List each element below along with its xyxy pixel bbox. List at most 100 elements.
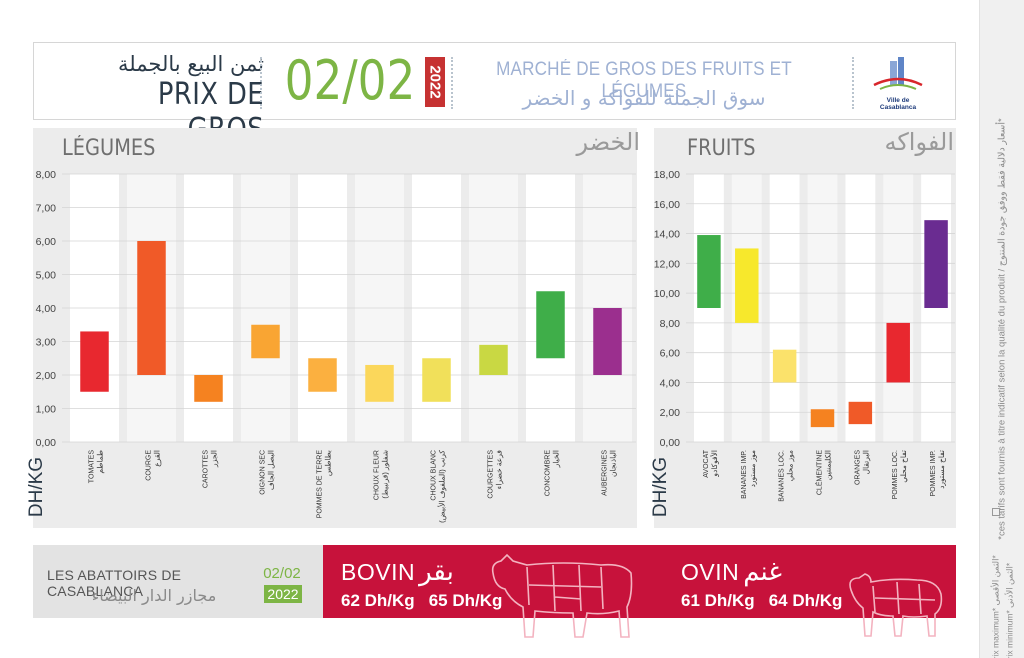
category-label-ar: شفلور (قرنبيط) (381, 449, 390, 498)
y-tick-label: 2,00 (660, 407, 681, 419)
fruits-title-fr: FRUITS (687, 136, 756, 161)
y-tick-label: 18,00 (654, 169, 680, 181)
legend-min: Prix minimum* الثمن الأدنى* (1004, 562, 1015, 658)
y-tick-label: 10,00 (654, 288, 680, 300)
category-label-ar: البصل الجاف (267, 450, 276, 490)
category-label-fr: AUBERGINES (602, 450, 609, 496)
category-label-ar: الجزر (210, 450, 219, 468)
category-label-ar: الكليمنتين (824, 450, 833, 480)
category-label-fr: POMMES DE TERRE (317, 450, 324, 519)
category-label-fr: TOMATES (89, 450, 96, 484)
category-label-fr: CLÉMENTINE (815, 450, 824, 495)
ovin-section: OVIN غنم 61 Dh/Kg 64 Dh/Kg (663, 545, 956, 637)
ovin-title-fr: OVIN (681, 559, 740, 585)
price-range-bar (886, 322, 910, 383)
y-tick-label: 1,00 (36, 404, 57, 416)
category-label-ar: الخيار (552, 450, 561, 468)
price-range-bar (479, 344, 508, 375)
column-stripe (807, 174, 838, 442)
category-label-ar: الأفوكادو (709, 450, 719, 478)
bovin-prices: 62 Dh/Kg 65 Dh/Kg (341, 591, 516, 611)
ovin-price-max: 64 Dh/Kg (768, 591, 843, 610)
ovin-price-min: 61 Dh/Kg (681, 591, 755, 610)
category-label-fr: COURGE (146, 450, 153, 481)
bovin-price-min: 62 Dh/Kg (341, 591, 415, 610)
column-stripe (883, 174, 914, 442)
bovin-title-fr: BOVIN (341, 559, 416, 585)
price-range-bar (848, 401, 873, 425)
category-label-ar: موز مستورد (748, 450, 757, 487)
market-name-fr: MARCHÉ DE GROS DES FRUITS ET LÉGUMES (496, 59, 792, 102)
y-tick-label: 7,00 (36, 203, 57, 215)
ovin-title-ar: غنم (743, 557, 782, 587)
y-tick-label: 4,00 (36, 303, 57, 315)
price-range-bar (772, 349, 797, 383)
category-label-fr: ORANGES (854, 450, 861, 485)
price-range-bar (735, 248, 759, 323)
category-label-ar: بطاطس (324, 450, 333, 476)
category-label-fr: CHOUX FLEUR (374, 450, 381, 500)
category-label-ar: كرنب (الملفوف الأبيض) (437, 450, 447, 523)
category-label-ar: طماطم (96, 450, 105, 474)
price-range-bar (308, 358, 337, 392)
y-tick-label: 0,00 (660, 437, 681, 449)
y-tick-label: 8,00 (36, 169, 57, 181)
price-range-bar (80, 331, 109, 392)
abattoirs-year: 2022 (264, 585, 302, 603)
header-arabic-title: ثمن البيع بالجملة (118, 52, 264, 76)
category-label-ar: البرتقال (861, 450, 870, 474)
legend-max: Prix maximum* الثمن الأقصى* (990, 555, 1001, 658)
category-label-fr: BANANES LOC. (779, 450, 786, 502)
header-divider (451, 57, 453, 109)
legumes-title-ar: الخضر (576, 128, 640, 156)
y-axis-unit-label: DH/KG (650, 457, 671, 517)
header-year-badge: 2022 (425, 57, 445, 107)
y-tick-label: 0,00 (36, 437, 57, 449)
category-label-fr: OIGNON SEC (260, 450, 267, 495)
price-range-bar (137, 241, 166, 375)
logo-label: Ville de Casablanca (879, 97, 917, 111)
category-label-fr: BANANES IMP. (741, 450, 748, 499)
category-label-fr: CAROTTES (203, 450, 210, 488)
category-label-ar: القرع (153, 450, 162, 467)
price-range-bar (697, 235, 721, 308)
abattoirs-section: LES ABATTOIRS DE CASABLANCA مجازر الدار … (33, 545, 323, 618)
y-tick-label: 3,00 (36, 337, 57, 349)
category-label-ar: تفاح محلي (899, 450, 908, 483)
y-tick-label: 16,00 (654, 199, 680, 211)
sheep-icon (849, 573, 943, 637)
price-range-bar (194, 375, 223, 402)
abattoirs-date: 02/02 (263, 565, 301, 582)
cow-icon (491, 553, 633, 638)
price-range-bar (251, 324, 280, 359)
sidebar-notes: *ces tarifs sont fournis à titre indicat… (979, 0, 1024, 658)
category-label-fr: CONCOMBRE (545, 450, 552, 497)
y-tick-label: 6,00 (36, 236, 57, 248)
y-axis-unit-label: DH/KG (26, 457, 47, 517)
legumes-title-fr: LÉGUMES (62, 136, 156, 161)
abattoirs-name-ar: مجازر الدار البيضاء (91, 586, 217, 605)
price-range-bar (536, 291, 565, 359)
y-tick-label: 6,00 (660, 348, 681, 360)
category-label-fr: POMMES LOC. (892, 450, 899, 499)
legend-box-icon (992, 508, 1000, 516)
category-label-ar: الباذنجان (609, 450, 618, 477)
price-range-bar (810, 409, 835, 428)
abattoirs-name-fr: LES ABATTOIRS DE CASABLANCA (47, 567, 182, 599)
price-range-bar (422, 358, 451, 402)
bovin-price-max: 65 Dh/Kg (428, 591, 503, 610)
category-label-fr: AVOCAT (703, 449, 710, 477)
category-label-fr: CHOUX BLANC (431, 450, 438, 501)
bovin-title-ar: بقر (419, 557, 454, 587)
column-stripe (769, 174, 800, 442)
price-range-bar (365, 364, 394, 402)
column-stripe (845, 174, 876, 442)
ovin-title: OVIN غنم (681, 557, 782, 587)
y-tick-label: 14,00 (654, 229, 680, 241)
fruits-title-ar: الفواكه (884, 128, 954, 156)
price-range-bar (593, 308, 622, 375)
y-tick-label: 2,00 (36, 370, 57, 382)
category-label-ar: موز محلي (786, 450, 795, 481)
